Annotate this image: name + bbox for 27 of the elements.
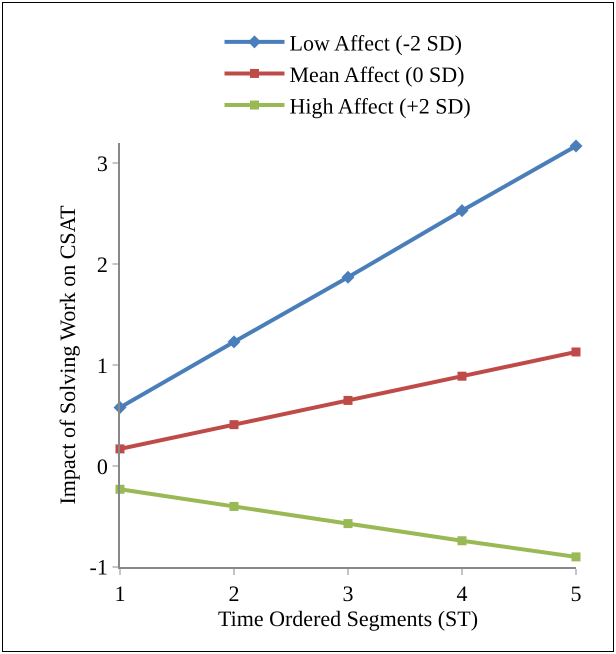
- point: [570, 140, 582, 153]
- x-tick-label: 4: [456, 581, 468, 606]
- y-axis-title: Impact of Solving Work on CSAT: [54, 204, 80, 505]
- y-tick-label: 0: [96, 454, 108, 479]
- x-tick-label: 3: [342, 581, 354, 606]
- y-tick-label: 2: [96, 252, 108, 277]
- point: [458, 372, 466, 381]
- x-tick-label: 1: [114, 581, 126, 606]
- legend-label: High Affect (+2 SD): [290, 94, 471, 119]
- y-tick-label: 3: [96, 150, 108, 176]
- x-axis-title: Time Ordered Segments (ST): [218, 606, 478, 632]
- point: [572, 347, 580, 356]
- point: [228, 335, 240, 348]
- legend-label: Low Affect (-2 SD): [290, 30, 462, 56]
- point: [230, 420, 238, 430]
- x-tick-label: 2: [228, 581, 240, 606]
- point: [572, 552, 580, 562]
- x-tick-label: 5: [570, 581, 582, 606]
- point: [458, 536, 466, 546]
- legend-label: Mean Affect (0 SD): [290, 62, 464, 88]
- point: [230, 502, 238, 511]
- point: [344, 396, 352, 405]
- y-tick-label: 1: [96, 352, 108, 378]
- point: [456, 204, 468, 218]
- point: [344, 519, 352, 528]
- y-tick-label: -1: [90, 554, 108, 580]
- point: [342, 270, 354, 284]
